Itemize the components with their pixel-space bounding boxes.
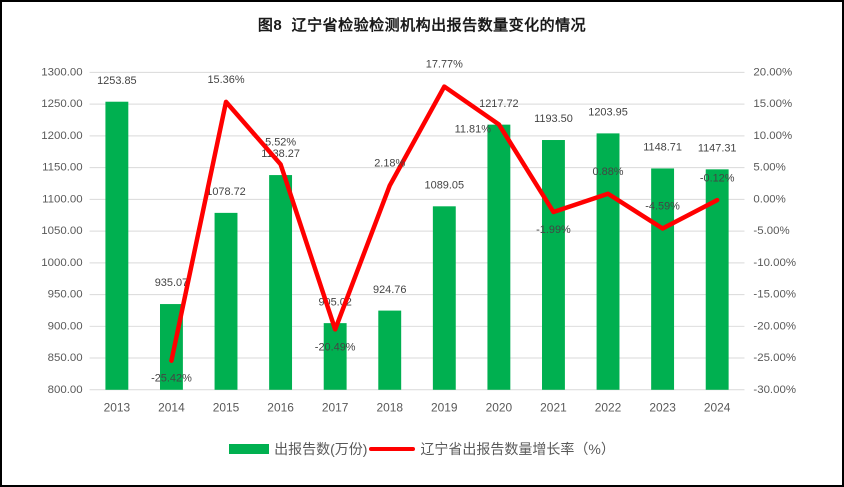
bar-value-label-2024: 1147.31 [698, 143, 737, 155]
bar-value-label-2015: 1078.72 [206, 186, 246, 198]
x-axis-label-2014: 2014 [158, 401, 185, 415]
right-axis-tick-label: 15.00% [753, 98, 792, 110]
bar-2017 [323, 323, 347, 390]
chart-title: 图8 辽宁省检验检测机构出报告数量变化的情况 [257, 17, 587, 34]
left-axis-tick-label: 1250.00 [41, 98, 82, 110]
x-axis-label-2021: 2021 [540, 401, 567, 415]
left-axis-tick-label: 850.00 [48, 352, 83, 364]
right-axis-tick-label: 10.00% [753, 130, 792, 142]
bar-2016 [269, 175, 293, 390]
growth-value-label-2018: 2.18% [374, 158, 405, 170]
right-axis-tick-label: -10.00% [753, 257, 796, 269]
legend-item-report-count: 出报告数(万份) [229, 439, 367, 459]
left-axis-tick-label: 800.00 [48, 384, 83, 396]
growth-value-label-2016: 5.52% [265, 137, 296, 149]
bar-2015 [214, 212, 238, 390]
left-axis-tick-label: 1000.00 [41, 257, 82, 269]
line-series-swatch [369, 447, 416, 451]
left-axis-tick-label: 1100.00 [42, 193, 82, 205]
right-axis-tick-label: -20.00% [753, 320, 796, 332]
growth-value-label-2014: -25.42% [151, 373, 192, 385]
bar-value-label-2020: 1217.72 [479, 98, 519, 110]
left-axis-tick-label: 900.00 [48, 320, 83, 332]
bar-2019 [432, 206, 456, 390]
bar-2024 [705, 169, 729, 390]
legend-item-growth-rate: 辽宁省出报告数量增长率（%） [369, 439, 615, 459]
bar-value-label-2022: 1203.95 [588, 107, 628, 119]
bar-series-label: 出报告数(万份) [274, 441, 368, 457]
chart-legend: 出报告数(万份) 辽宁省出报告数量增长率（%） [2, 439, 842, 459]
left-axis-tick-label: 1300.00 [41, 66, 82, 78]
bar-2021 [542, 140, 565, 390]
bar-2013 [105, 101, 129, 390]
bar-value-label-2023: 1148.71 [643, 142, 682, 154]
growth-value-label-2019: 17.77% [426, 59, 463, 71]
x-axis-label-2023: 2023 [649, 401, 676, 415]
right-axis-tick-label: 0.00% [753, 193, 785, 205]
bar-series-swatch [229, 444, 270, 454]
left-axis-tick-label: 1200.00 [41, 130, 82, 142]
growth-rate-line [169, 84, 720, 363]
left-axis-tick-label: 1050.00 [41, 225, 82, 237]
right-axis-tick-label: -30.00% [753, 384, 796, 396]
right-axis-tick-label: -5.00% [753, 225, 789, 237]
x-axis-label-2016: 2016 [267, 401, 294, 415]
x-axis-label-2015: 2015 [213, 401, 240, 415]
bar-value-label-2013: 1253.85 [97, 75, 137, 87]
x-axis-label-2013: 2013 [104, 401, 131, 415]
growth-value-label-2017: -20.49% [315, 341, 356, 353]
growth-value-label-2020: 11.81% [455, 123, 492, 135]
growth-value-label-2024: -0.12% [700, 172, 735, 184]
bar-value-label-2017: 905.02 [318, 296, 351, 308]
line-series-label: 辽宁省出报告数量增长率（%） [420, 441, 615, 457]
x-axis-label-2020: 2020 [486, 401, 513, 415]
bar-2020 [487, 124, 511, 390]
bar-2018 [378, 310, 402, 390]
bar-value-label-2021: 1193.50 [534, 113, 573, 125]
right-axis-tick-label: 5.00% [753, 162, 785, 174]
bar-value-label-2014: 935.07 [155, 277, 188, 289]
right-axis-tick-label: 20.00% [753, 66, 792, 78]
x-axis-label-2017: 2017 [322, 401, 349, 415]
x-axis-label-2024: 2024 [704, 401, 731, 415]
left-axis-tick-label: 950.00 [48, 289, 83, 301]
bar-value-label-2019: 1089.05 [425, 179, 465, 191]
growth-value-label-2022: 0.88% [593, 166, 624, 178]
x-axis-label-2018: 2018 [376, 401, 403, 415]
bar-value-label-2016: 1138.27 [261, 148, 300, 160]
right-axis-tick-label: -15.00% [753, 289, 796, 301]
growth-value-label-2023: -4.59% [645, 201, 680, 213]
growth-value-label-2021: -1.99% [536, 224, 571, 236]
right-axis-tick-label: -25.00% [753, 352, 796, 364]
x-axis-label-2019: 2019 [431, 401, 458, 415]
growth-value-label-2015: 15.36% [207, 74, 244, 86]
x-axis-label-2022: 2022 [595, 401, 622, 415]
left-axis-tick-label: 1150.00 [42, 162, 82, 174]
bar-value-label-2018: 924.76 [373, 284, 406, 296]
